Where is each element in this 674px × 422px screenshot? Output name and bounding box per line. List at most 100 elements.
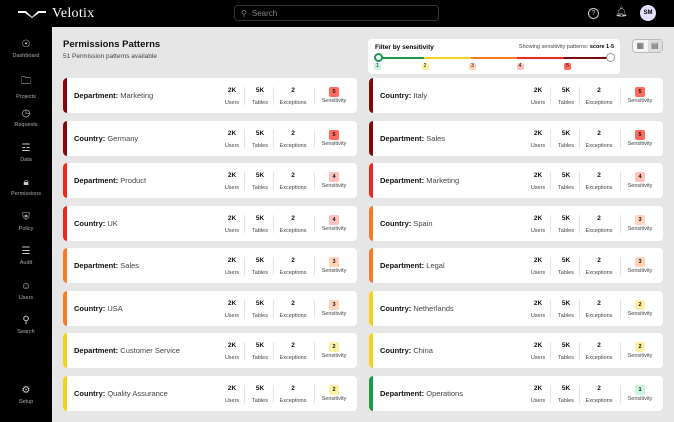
divider	[314, 342, 315, 360]
slider-max-handle[interactable]	[606, 53, 615, 62]
divider	[273, 129, 274, 148]
sidebar-item-dashboard[interactable]: ☉ Dashboard	[0, 39, 52, 59]
stat-exceptions: 2 Exceptions	[273, 300, 313, 319]
sensitivity-badge: 5	[329, 87, 339, 97]
tables-value: 5K	[561, 87, 571, 94]
sidebar-item-users[interactable]: ☺ Users	[0, 281, 52, 301]
stat-sensitivity: 2 Sensitivity	[314, 384, 354, 402]
stat-tables: 5K Tables	[546, 172, 586, 191]
pattern-value: Marketing	[426, 176, 460, 185]
exceptions-label: Exceptions	[279, 227, 307, 234]
pattern-value: Sales	[426, 133, 446, 143]
sensitivity-level-4[interactable]: 4	[516, 63, 524, 70]
sensitivity-level-5[interactable]: 5	[564, 63, 571, 70]
search-icon: ⚲	[241, 8, 247, 18]
users-value: 2K	[227, 299, 237, 307]
pattern-card[interactable]: Department: Product 2K Users 5K Tables 2 Ex…	[63, 163, 357, 198]
divider	[550, 257, 551, 275]
divider	[550, 214, 551, 233]
stat-tables: 5K Tables	[546, 130, 586, 149]
stat-tables: 5K Tables	[240, 215, 280, 234]
sidebar-item-search[interactable]: ⚲ Search	[0, 315, 52, 335]
stat-sensitivity: 3 Sensitivity	[620, 214, 660, 232]
lock-icon: 🔒︎	[23, 177, 29, 188]
pattern-card[interactable]: Country: USA 2K Users 5K Tables 2 Exception…	[63, 290, 357, 326]
pattern-card[interactable]: Department: Sales 2K Users 5K Tables 2 Exce…	[369, 120, 663, 156]
stat-exceptions: 2 Exceptions	[273, 215, 313, 234]
track-segment-1	[378, 57, 425, 59]
divider	[579, 87, 580, 105]
sensitivity-level-1[interactable]: 1	[374, 63, 381, 70]
pattern-card[interactable]: Country: China 2K Users 5K Tables 2 Excepti…	[369, 333, 663, 368]
divider	[550, 384, 551, 403]
exceptions-value: 2	[291, 87, 295, 94]
divider	[620, 299, 621, 318]
stat-exceptions: 2 Exceptions	[579, 257, 619, 276]
pattern-card[interactable]: Department: Customer Service 2K Users 5K T…	[63, 333, 357, 368]
divider	[314, 129, 315, 148]
slider-min-handle[interactable]	[374, 53, 383, 62]
exceptions-label: Exceptions	[585, 185, 613, 191]
sensitivity-color-bar	[63, 120, 67, 156]
sidebar-item-data[interactable]: ☲ Data	[0, 143, 52, 163]
sensitivity-color-bar	[369, 205, 373, 241]
tables-value: 5K	[255, 172, 265, 179]
stat-users: 2K Users	[212, 300, 252, 319]
pattern-card[interactable]: Country: Germany 2K Users 5K Tables 2 Excep…	[63, 120, 357, 156]
sidebar-item-policy[interactable]: ⛨ Policy	[0, 212, 52, 232]
pattern-card[interactable]: Department: Operations 2K Users 5K Tables …	[369, 375, 663, 411]
sidebar-item-setup[interactable]: ⚙ Setup	[0, 385, 52, 405]
users-label: Users	[530, 100, 546, 106]
users-value: 2K	[533, 342, 543, 349]
tables-label: Tables	[252, 185, 268, 191]
pattern-card[interactable]: Country: UK 2K Users 5K Tables 2 Exceptions…	[63, 205, 357, 241]
pattern-name: Country: UK	[74, 219, 118, 228]
pattern-value: Product	[120, 176, 147, 185]
exceptions-label: Exceptions	[279, 355, 307, 361]
exceptions-value: 2	[291, 257, 295, 264]
bell-icon[interactable]: 🔔︎	[615, 7, 628, 18]
exceptions-value: 2	[597, 299, 601, 307]
pattern-value: Marketing	[120, 91, 154, 100]
stat-sensitivity: 1 Sensitivity	[620, 384, 660, 402]
divider	[550, 87, 551, 105]
users-value: 2K	[533, 384, 543, 392]
pattern-card[interactable]: Country: Spain 2K Users 5K Tables 2 Excepti…	[369, 205, 663, 241]
stat-exceptions: 2 Exceptions	[273, 87, 313, 106]
pattern-card[interactable]: Department: Legal 2K Users 5K Tables 2 Exce…	[369, 248, 663, 283]
pattern-card[interactable]: Department: Marketing 2K Users 5K Tables 2…	[369, 163, 663, 198]
sensitivity-color-bar	[369, 290, 373, 326]
sensitivity-level-3[interactable]: 3	[469, 63, 476, 70]
help-icon[interactable]: ?	[588, 8, 599, 19]
pattern-card[interactable]: Country: Netherlands 2K Users 5K Tables 2 E…	[369, 290, 663, 326]
pattern-card[interactable]: Country: Quality Assurance 2K Users 5K Tab…	[63, 375, 357, 411]
filter-status: Showing sensitivity patterns: score 1-5	[519, 44, 614, 50]
divider	[314, 87, 315, 105]
pattern-type: Country:	[380, 303, 412, 313]
sidebar-item-permissions[interactable]: 🔒︎ Permissions	[0, 177, 52, 197]
sensitivity-color-bar	[63, 163, 67, 198]
divider	[273, 257, 274, 275]
sensitivity-level-2[interactable]: 2	[421, 63, 429, 70]
shield-icon: ⛨	[22, 211, 30, 223]
pattern-card[interactable]: Department: Marketing 2K Users 5K Tables 2…	[63, 78, 357, 113]
avatar[interactable]: SM	[640, 5, 656, 21]
users-label: Users	[224, 355, 240, 361]
sidebar-item-label: Audit	[19, 260, 33, 266]
stat-users: 2K Users	[212, 385, 252, 404]
table-view-icon[interactable]: ▦	[636, 41, 645, 50]
card-view-icon[interactable]: ▤	[647, 40, 662, 52]
logo[interactable]: Velotix	[18, 6, 95, 22]
users-label: Users	[530, 227, 546, 234]
sidebar-item-requests[interactable]: ◷ Requests	[0, 108, 52, 128]
search-input[interactable]: ⚲ Search	[234, 5, 439, 21]
sidebar-item-audit[interactable]: ☰ Audit	[0, 246, 52, 266]
sensitivity-color-bar	[369, 375, 373, 411]
pattern-value: Operations	[426, 388, 463, 398]
stat-users: 2K Users	[212, 172, 252, 191]
pattern-card[interactable]: Country: Italy 2K Users 5K Tables 2 Excepti…	[369, 78, 663, 113]
sensitivity-slider-track[interactable]	[378, 57, 611, 59]
sidebar-item-projects[interactable]: 🗀︎ Projects	[0, 74, 52, 100]
pattern-card[interactable]: Department: Sales 2K Users 5K Tables 2 Exce…	[63, 248, 357, 283]
divider	[550, 129, 551, 148]
